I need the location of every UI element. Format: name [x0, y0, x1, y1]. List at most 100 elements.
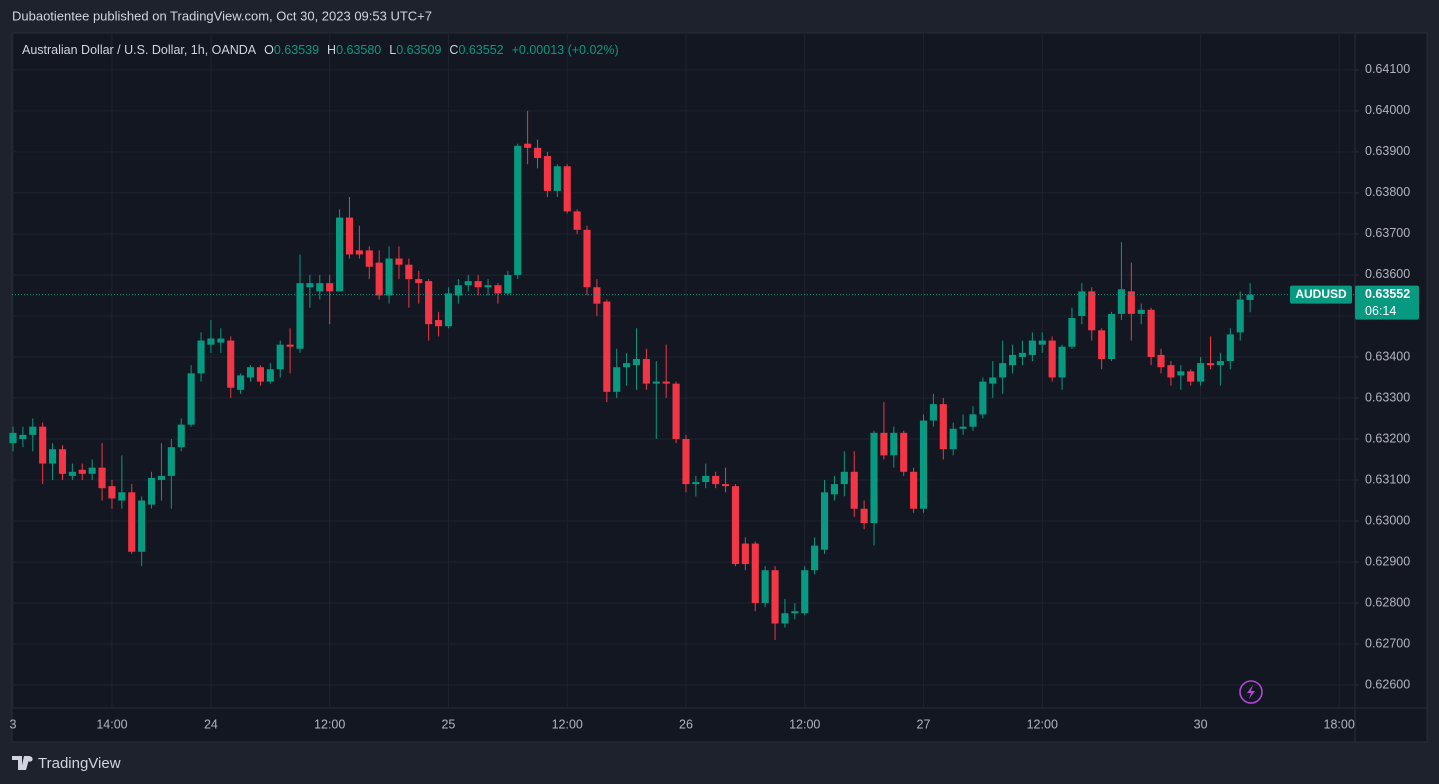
price-tag — [1355, 285, 1419, 320]
icon-circle[interactable] — [1239, 680, 1263, 704]
candle-body — [682, 438, 690, 485]
candle-body — [405, 264, 413, 280]
chart-frame — [11, 32, 1428, 743]
candle-body — [118, 492, 126, 501]
candle-body — [712, 475, 720, 485]
candle-body — [504, 274, 512, 294]
symbol-tag-text: AUDUSD — [1295, 287, 1347, 301]
candle-body — [1088, 291, 1096, 331]
candle-body — [1068, 318, 1076, 347]
candle-body — [613, 367, 621, 392]
candle-body — [524, 143, 532, 148]
x-tick-label: 12:00 — [789, 717, 820, 731]
candle-body — [98, 467, 106, 489]
candle-body — [68, 471, 76, 476]
candle-body — [731, 486, 740, 565]
candle-body — [1038, 340, 1046, 345]
candle-body — [217, 338, 225, 343]
candle-body — [761, 570, 769, 604]
candle-body — [336, 217, 344, 292]
candle-body — [721, 484, 730, 487]
candle-body — [1078, 291, 1086, 316]
logo-dot — [27, 756, 33, 762]
candle-body — [1197, 363, 1205, 382]
candle-body — [1226, 334, 1234, 362]
candle-body — [781, 613, 789, 624]
candle-body — [157, 475, 166, 480]
y-tick-label: 0.63700 — [1365, 226, 1410, 240]
candle-body — [29, 426, 37, 435]
candle-body — [593, 287, 601, 304]
candle-body — [553, 166, 561, 191]
candle-body — [880, 432, 888, 456]
x-tick-label: 12:00 — [552, 717, 583, 731]
candle-body — [939, 404, 947, 450]
candle-body — [969, 414, 977, 427]
y-tick-label: 0.62900 — [1365, 554, 1410, 568]
candle-body — [1246, 294, 1254, 300]
candle-body — [632, 359, 641, 366]
candle-body — [741, 543, 749, 565]
candle-body — [672, 383, 680, 439]
brand-logo: TradingView — [12, 755, 121, 772]
candle-body — [1117, 289, 1125, 314]
symbol: Australian Dollar / U.S. Dollar, 1h, OAN… — [22, 43, 257, 57]
chart-legend: Australian Dollar / U.S. Dollar, 1h, OAN… — [22, 43, 619, 57]
candle-body — [227, 340, 235, 388]
candle-body — [1107, 313, 1116, 360]
candle-body — [662, 381, 670, 384]
candle-body — [1216, 361, 1224, 366]
candle-body — [355, 250, 363, 255]
candle-body — [1167, 365, 1175, 378]
y-tick-label: 0.63900 — [1365, 144, 1410, 158]
candle-body — [484, 285, 492, 288]
candle-body — [1187, 371, 1195, 382]
y-tick-label: 0.64100 — [1365, 62, 1410, 76]
candle-body — [78, 469, 86, 474]
logo-mark — [12, 756, 30, 770]
candle-body — [850, 471, 858, 509]
y-tick-label: 0.63800 — [1365, 185, 1410, 199]
candle-body — [949, 428, 957, 450]
candle-body — [910, 471, 918, 509]
candle-body — [692, 482, 700, 485]
candle-body — [39, 426, 47, 464]
candle-body — [395, 258, 403, 265]
candle-body — [425, 281, 433, 325]
candle-body — [830, 484, 838, 495]
x-tick-label: 25 — [441, 717, 455, 731]
candle-body — [266, 369, 274, 382]
candle-body — [108, 486, 116, 499]
candle-body — [306, 283, 314, 288]
candle-body — [642, 359, 650, 384]
candle-body — [326, 283, 334, 292]
close-value: 0.63552 — [458, 43, 503, 57]
symbol-tag — [1290, 285, 1352, 304]
open-label: O — [264, 43, 274, 57]
brand-name: TradingView — [38, 755, 121, 772]
candle-body — [177, 424, 185, 448]
candle-body — [1018, 352, 1027, 357]
candle-body — [1157, 354, 1165, 368]
candle-body — [167, 447, 175, 476]
low-label: L — [389, 43, 396, 57]
y-tick-label: 0.63100 — [1365, 472, 1410, 486]
y-tick-label: 0.62600 — [1365, 677, 1410, 691]
candle-body — [345, 217, 354, 255]
candle-body — [811, 545, 819, 571]
candle-body — [979, 381, 987, 415]
low-value: 0.63509 — [396, 43, 441, 57]
candle-body — [820, 492, 829, 550]
candle-body — [543, 156, 551, 191]
candle-body — [286, 344, 294, 347]
candle-body — [1137, 309, 1145, 314]
icon-bolt[interactable] — [1247, 685, 1255, 699]
candle-body — [296, 283, 304, 349]
replay-icon[interactable] — [1239, 680, 1263, 704]
price-tag-text: 0.63552 — [1365, 287, 1410, 301]
y-tick-label: 0.63000 — [1365, 513, 1410, 527]
candle-body — [19, 434, 27, 439]
candle-body — [801, 570, 809, 614]
candle-body — [929, 404, 937, 421]
x-tick-label: 3 — [10, 717, 17, 731]
